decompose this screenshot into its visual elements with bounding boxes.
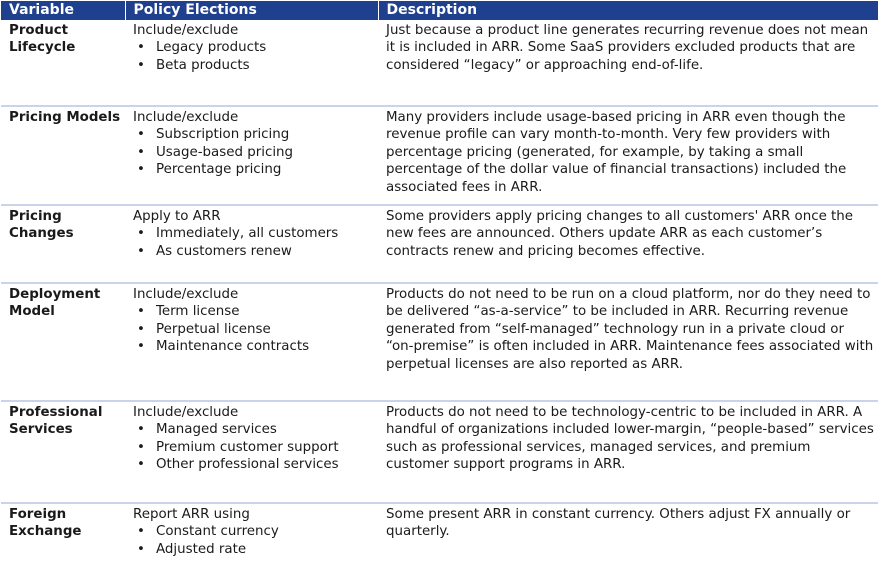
policy-item: Term license <box>137 303 374 321</box>
description-cell: Some present ARR in constant currency. O… <box>386 507 851 540</box>
policy-item: As customers renew <box>137 243 374 261</box>
policy-item: Percentage pricing <box>137 161 374 179</box>
description-cell: Products do not need to be run on a clou… <box>378 283 878 402</box>
policy-item: Constant currency <box>137 523 374 541</box>
policy-list: Managed services Premium customer suppor… <box>133 421 374 474</box>
variable-cell: Pricing Changes <box>1 205 125 284</box>
policy-list: Legacy products Beta products <box>133 39 374 74</box>
policy-item: Maintenance contracts <box>137 338 374 356</box>
description-cell: Products do not need to be technology-ce… <box>378 401 878 504</box>
table-row: Product Lifecycle Include/exclude Legacy… <box>1 20 878 107</box>
policy-cell: Report ARR using Constant currency Adjus… <box>125 503 378 561</box>
policy-intro: Apply to ARR <box>133 209 221 224</box>
policy-intro: Include/exclude <box>133 110 239 125</box>
variable-cell: Product Lifecycle <box>1 20 125 107</box>
policy-item: Subscription pricing <box>137 126 374 144</box>
header-description: Description <box>377 1 878 20</box>
policy-item: Managed services <box>137 421 374 439</box>
header-row: Variable Policy Elections Description <box>1 1 878 20</box>
variable-cell: Pricing Models <box>1 106 125 206</box>
policy-item: Legacy products <box>137 39 374 57</box>
table-row: Professional Services Include/exclude Ma… <box>1 401 878 504</box>
variable-cell: Deployment Model <box>1 283 125 402</box>
policy-cell: Apply to ARR Immediately, all customers … <box>125 205 378 284</box>
description-cell: Many providers include usage-based prici… <box>378 106 878 206</box>
description-cell: Just because a product line generates re… <box>378 20 878 107</box>
policy-item: Beta products <box>137 57 374 75</box>
policy-list: Constant currency Adjusted rate <box>133 523 374 558</box>
policy-item: Other professional services <box>137 456 374 474</box>
header-policy-elections: Policy Elections <box>124 1 378 20</box>
header-variable: Variable <box>1 1 125 20</box>
table-row: Pricing Models Include/exclude Subscript… <box>1 106 878 206</box>
table-row: Foreign Exchange Report ARR using Consta… <box>1 503 878 561</box>
policy-item: Usage-based pricing <box>137 144 374 162</box>
policy-intro: Include/exclude <box>133 287 239 302</box>
table-row: Deployment Model Include/exclude Term li… <box>1 283 878 402</box>
policy-cell: Include/exclude Term license Perpetual l… <box>125 283 378 402</box>
policy-list: Immediately, all customers As customers … <box>133 225 374 260</box>
policy-intro: Include/exclude <box>133 23 239 38</box>
table-row: Pricing Changes Apply to ARR Immediately… <box>1 205 878 284</box>
variable-cell: Foreign Exchange <box>9 507 82 540</box>
policy-cell: Include/exclude Legacy products Beta pro… <box>125 20 378 107</box>
policy-intro: Report ARR using <box>133 507 250 522</box>
policy-list: Term license Perpetual license Maintenan… <box>133 303 374 356</box>
policy-cell: Include/exclude Subscription pricing Usa… <box>125 106 378 206</box>
policy-cell: Include/exclude Managed services Premium… <box>125 401 378 504</box>
description-cell: Some providers apply pricing changes to … <box>378 205 878 284</box>
policy-item: Adjusted rate <box>137 541 374 559</box>
policy-list: Subscription pricing Usage-based pricing… <box>133 126 374 179</box>
policy-item: Immediately, all customers <box>137 225 374 243</box>
policy-item: Perpetual license <box>137 321 374 339</box>
policy-item: Premium customer support <box>137 439 374 457</box>
variable-cell: Professional Services <box>1 401 125 504</box>
policy-intro: Include/exclude <box>133 405 239 420</box>
